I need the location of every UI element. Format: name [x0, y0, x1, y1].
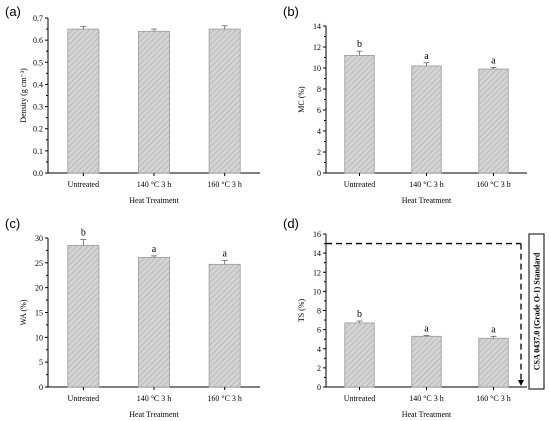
y-tick-label: 2 [317, 148, 321, 157]
panel-label: (b) [283, 4, 299, 19]
x-axis-title: Heat Treatment [402, 196, 452, 205]
x-tick-label: Untreated [344, 180, 376, 189]
y-tick-label: 12 [313, 268, 321, 277]
bar [138, 256, 170, 388]
y-axis-title: WA (%) [19, 299, 28, 325]
bar [67, 28, 100, 174]
reference-label-box [528, 233, 545, 390]
y-tick-label: 10 [35, 333, 43, 342]
y-tick-label: 2 [317, 364, 321, 373]
x-tick-label: 160 °C 3 h [207, 180, 242, 189]
y-tick-label: 4 [317, 127, 321, 136]
bar [67, 245, 100, 388]
panel-label: (a) [5, 4, 21, 19]
x-tick-label: 160 °C 3 h [476, 180, 511, 189]
y-tick-label: 14 [313, 249, 321, 258]
y-tick-label: 14 [313, 22, 321, 31]
y-tick-label: 6 [317, 326, 321, 335]
significance-letter: b [81, 227, 86, 238]
y-axis-title: TS (%) [297, 299, 306, 323]
y-tick-label: 0.2 [33, 125, 43, 134]
bar [138, 30, 170, 174]
bar [344, 55, 375, 174]
y-tick-label: 0.7 [33, 14, 43, 23]
y-tick-label: 0.5 [33, 58, 43, 67]
y-tick-label: 0.1 [33, 147, 43, 156]
chart-panel-1: (a) 0.0 0.1 0.2 0.3 0.4 0.5 0.6 0.7 Density (g cm… [5, 4, 260, 205]
y-tick-label: 10 [313, 64, 321, 73]
chart-panel-3: (c) 0 5 10 15 20 25 30 WA (%) b Untreated a 140 °C 3… [5, 216, 260, 419]
y-tick-label: 8 [317, 85, 321, 94]
y-tick-label: 5 [39, 358, 43, 367]
chart-panel-2: (b) 0 2 4 6 8 10 12 14 MC (%) b Untreated a 140 °C 3 … [283, 4, 527, 205]
x-tick-label: Untreated [68, 180, 100, 189]
panel-label: (d) [283, 216, 299, 231]
x-tick-label: 160 °C 3 h [476, 394, 511, 403]
significance-letter: a [491, 55, 496, 66]
bar [208, 28, 241, 174]
y-tick-label: 0 [317, 169, 321, 178]
y-tick-label: 4 [317, 345, 321, 354]
significance-letter: a [152, 244, 157, 255]
panel-label: (c) [5, 216, 20, 231]
y-tick-label: 6 [317, 106, 321, 115]
x-tick-label: Untreated [68, 394, 100, 403]
significance-letter: a [222, 248, 227, 259]
x-tick-label: 140 °C 3 h [409, 394, 444, 403]
y-tick-label: 0 [39, 383, 43, 392]
y-tick-label: 0 [317, 383, 321, 392]
arrow-head-icon [518, 380, 524, 386]
x-tick-label: 140 °C 3 h [137, 180, 172, 189]
bar [478, 337, 509, 388]
significance-letter: b [357, 309, 362, 320]
y-tick-label: 15 [35, 309, 43, 318]
y-tick-label: 30 [35, 234, 43, 243]
x-tick-label: 140 °C 3 h [137, 394, 172, 403]
chart-panel-4: (d) 0 2 4 6 8 10 12 14 16 TS (%) b Untreated a 140 °C … [283, 216, 545, 419]
y-tick-label: 16 [313, 230, 321, 239]
significance-letter: a [424, 323, 429, 334]
x-axis-title: Heat Treatment [129, 196, 179, 205]
x-tick-label: Untreated [344, 394, 376, 403]
x-tick-label: 160 °C 3 h [207, 394, 242, 403]
y-tick-label: 20 [35, 284, 43, 293]
y-tick-label: 0.4 [33, 80, 43, 89]
bar [411, 335, 442, 388]
y-tick-label: 0.6 [33, 36, 43, 45]
y-axis-title: MC (%) [297, 86, 306, 113]
y-tick-label: 25 [35, 259, 43, 268]
significance-letter: b [357, 39, 362, 50]
bar [344, 322, 375, 388]
bar [478, 68, 509, 174]
x-axis-title: Heat Treatment [402, 410, 452, 419]
reference-label: CSA 0437.0 (Grade O-1) Standard [533, 252, 542, 370]
y-axis-title: Density (g cm⁻³) [19, 68, 28, 123]
y-tick-label: 0.0 [33, 169, 43, 178]
y-tick-label: 0.3 [33, 103, 43, 112]
bar [208, 263, 241, 388]
x-axis-title: Heat Treatment [129, 410, 179, 419]
significance-letter: a [424, 51, 429, 62]
x-tick-label: 140 °C 3 h [409, 180, 444, 189]
y-tick-label: 8 [317, 307, 321, 316]
y-tick-label: 12 [313, 43, 321, 52]
significance-letter: a [491, 324, 496, 335]
y-tick-label: 10 [313, 287, 321, 296]
bar [411, 65, 442, 174]
